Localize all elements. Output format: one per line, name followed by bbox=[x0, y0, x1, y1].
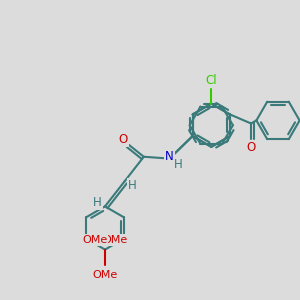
Text: OMe: OMe bbox=[102, 235, 128, 245]
Text: OMe: OMe bbox=[82, 235, 107, 245]
Text: Cl: Cl bbox=[206, 74, 217, 87]
Text: O: O bbox=[246, 141, 256, 154]
Text: N: N bbox=[165, 150, 174, 163]
Text: H: H bbox=[128, 179, 137, 192]
Text: H: H bbox=[93, 196, 102, 209]
Text: OMe: OMe bbox=[92, 270, 118, 280]
Text: O: O bbox=[119, 133, 128, 146]
Text: H: H bbox=[174, 158, 183, 171]
